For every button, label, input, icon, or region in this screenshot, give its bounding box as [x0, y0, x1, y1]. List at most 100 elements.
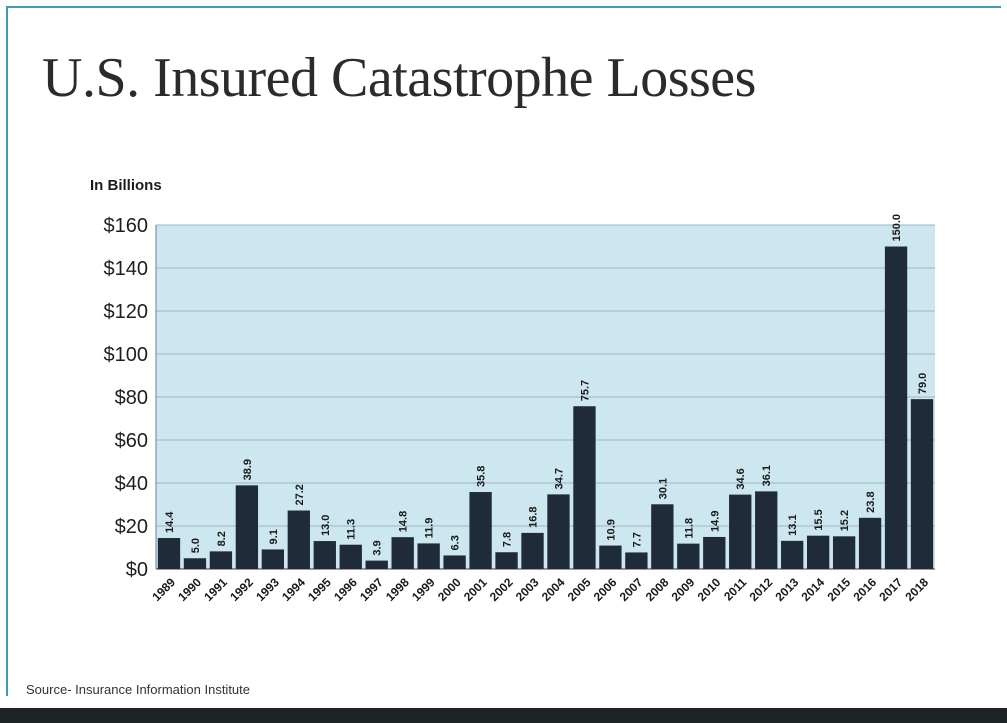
data-label: 11.9 [424, 518, 436, 539]
bar [391, 537, 414, 569]
bar [781, 540, 804, 569]
bar [703, 536, 726, 569]
data-label: 27.2 [294, 484, 306, 505]
bar [547, 494, 570, 569]
x-tick-label: 2014 [798, 575, 827, 604]
x-tick-label: 1989 [149, 575, 178, 604]
bar [313, 541, 336, 569]
data-label: 11.8 [683, 518, 695, 539]
x-tick-label: 1997 [357, 575, 386, 604]
x-tick-label: 2010 [695, 575, 724, 604]
frame-top-accent [6, 6, 1001, 8]
data-label: 9.1 [268, 529, 280, 544]
data-label: 7.8 [502, 532, 514, 547]
data-label: 3.9 [372, 540, 384, 555]
data-label: 14.9 [709, 511, 721, 532]
data-label: 150.0 [891, 214, 903, 242]
data-label: 36.1 [761, 465, 773, 486]
data-label: 16.8 [528, 506, 540, 527]
bar [884, 246, 908, 569]
data-label: 6.3 [450, 535, 462, 550]
data-label: 13.1 [787, 514, 799, 535]
data-label: 14.8 [398, 511, 410, 532]
bar [183, 558, 207, 569]
data-label: 38.9 [242, 459, 254, 480]
bar [235, 485, 259, 569]
bar [651, 504, 674, 569]
x-tick-label: 2001 [461, 575, 490, 604]
x-tick-label: 1994 [279, 575, 308, 604]
bar [806, 535, 830, 569]
unit-label: In Billions [90, 177, 162, 194]
y-tick-label: $40 [115, 473, 148, 495]
data-label: 8.2 [216, 531, 228, 546]
y-tick-label: $160 [104, 215, 149, 237]
x-tick-label: 1999 [409, 575, 438, 604]
data-label: 13.0 [320, 515, 332, 536]
data-label: 23.8 [865, 491, 877, 512]
bar [261, 549, 285, 569]
x-tick-label: 2007 [617, 575, 646, 604]
x-tick-label: 1998 [383, 575, 412, 604]
x-tick-label: 2018 [902, 575, 931, 604]
data-label: 35.8 [476, 466, 488, 487]
footer-bar [0, 708, 1007, 723]
bar [469, 492, 492, 569]
bar [443, 555, 466, 569]
data-label: 15.5 [813, 509, 825, 530]
bar [287, 510, 310, 569]
y-tick-label: $80 [115, 387, 148, 409]
x-tick-label: 2009 [669, 575, 698, 604]
bar [339, 544, 362, 569]
bar [495, 552, 518, 569]
data-label: 34.6 [735, 468, 747, 489]
x-tick-label: 1992 [227, 575, 256, 604]
data-label: 75.7 [579, 380, 591, 401]
data-label: 11.3 [346, 519, 358, 540]
source-note: Source- Insurance Information Institute [26, 682, 251, 697]
x-tick-label: 1990 [175, 575, 204, 604]
bar [832, 536, 856, 569]
bar [365, 560, 388, 569]
bar [417, 543, 440, 569]
x-tick-label: 1996 [331, 575, 360, 604]
bar [858, 517, 882, 569]
x-tick-label: 2003 [513, 575, 542, 604]
y-tick-label: $60 [115, 430, 148, 452]
bar [209, 551, 233, 569]
data-label: 7.7 [631, 532, 643, 547]
bar [157, 538, 181, 569]
y-tick-label: $120 [104, 301, 149, 323]
data-label: 79.0 [917, 373, 929, 394]
slide-title: U.S. Insured Catastrophe Losses [42, 47, 756, 109]
x-tick-label: 1993 [253, 575, 282, 604]
x-tick-label: 2012 [747, 575, 776, 604]
x-tick-label: 2016 [850, 575, 879, 604]
data-label: 14.4 [164, 511, 176, 533]
y-tick-label: $100 [104, 344, 149, 366]
data-label: 34.7 [553, 468, 565, 489]
x-tick-label: 2015 [824, 575, 853, 604]
x-tick-label: 2000 [435, 575, 464, 604]
bar [677, 543, 700, 569]
x-tick-label: 2013 [773, 575, 802, 604]
x-tick-label: 2005 [565, 575, 594, 604]
x-tick-label: 2017 [876, 575, 905, 604]
x-tick-label: 1995 [305, 575, 334, 604]
bar [599, 545, 622, 569]
bar [521, 532, 544, 569]
x-tick-label: 2006 [591, 575, 620, 604]
data-label: 15.2 [839, 510, 851, 531]
data-label: 10.9 [605, 519, 617, 540]
data-label: 5.0 [190, 538, 202, 553]
y-tick-label: $0 [126, 559, 148, 581]
x-tick-label: 1991 [201, 575, 230, 604]
frame-left-accent [6, 6, 8, 696]
data-label: 30.1 [657, 478, 669, 499]
x-tick-label: 2002 [487, 575, 516, 604]
bar [573, 406, 596, 569]
y-tick-label: $20 [115, 516, 148, 538]
x-tick-label: 2008 [643, 575, 672, 604]
bar [729, 494, 752, 569]
